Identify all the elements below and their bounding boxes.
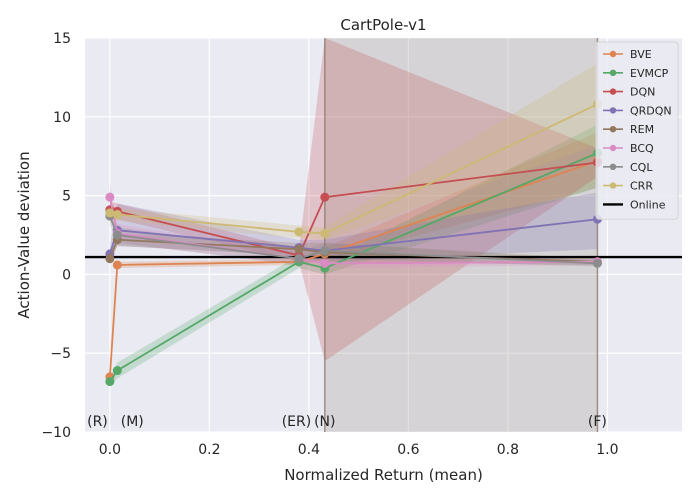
annotation-label: (F) — [588, 414, 607, 430]
data-point-bcq — [105, 192, 115, 202]
data-point-bve — [112, 260, 122, 270]
legend-marker — [609, 69, 617, 77]
data-point-cql — [112, 230, 122, 240]
chart-title: CartPole-v1 — [340, 16, 426, 34]
x-tick-label: 0.6 — [397, 442, 419, 458]
legend-label: DQN — [630, 86, 655, 99]
legend-label: BCQ — [630, 142, 654, 155]
y-axis-title: Action-Value deviation — [15, 151, 33, 318]
annotations: (R) (M) (ER) (N) (F) — [87, 414, 607, 430]
annotation-label: (ER) — [282, 414, 312, 430]
data-point-cql — [592, 258, 602, 268]
legend-marker — [609, 163, 617, 170]
x-tick-label: 0.4 — [298, 442, 320, 458]
data-point-crr — [112, 210, 122, 220]
x-tick-label: 1.0 — [596, 442, 618, 458]
data-point-rem — [294, 244, 304, 254]
plot-area — [85, 38, 682, 432]
legend-label: BVE — [630, 48, 652, 61]
legend-label: EVMCP — [630, 67, 669, 80]
series-lines — [105, 99, 602, 387]
data-point-crr — [105, 208, 115, 218]
data-point-bcq — [320, 258, 330, 268]
legend-marker — [609, 182, 617, 189]
y-tick-label: 15 — [53, 31, 71, 47]
y-tick-label: −5 — [50, 346, 71, 362]
x-axis-title: Normalized Return (mean) — [284, 466, 483, 484]
y-tick-label: −10 — [41, 425, 71, 441]
legend-marker — [609, 88, 617, 95]
y-tick-label: 5 — [62, 189, 71, 205]
legend-label: CRR — [630, 180, 653, 193]
legend-marker — [609, 50, 617, 58]
band-bve — [109, 132, 598, 384]
annotation-label: (M) — [121, 414, 144, 430]
data-point-cql — [320, 246, 330, 256]
x-tick-label: 0.8 — [497, 442, 519, 458]
band-dqn — [109, 38, 598, 362]
y-tick-label: 0 — [62, 267, 71, 283]
data-point-crr — [294, 227, 304, 237]
legend-box — [595, 41, 679, 220]
legend-marker — [609, 107, 617, 114]
legend-marker — [609, 144, 617, 152]
x-tick-label: 0.0 — [99, 442, 121, 458]
data-point-evmcp — [112, 366, 122, 376]
annotation-label: (N) — [314, 414, 335, 430]
band-bcq — [109, 182, 598, 269]
legend-label: QRDQN — [630, 104, 672, 117]
legend: BVE EVMCP DQN QRDQN REM BCQ CQL CRR Online — [595, 41, 679, 220]
data-point-evmcp — [105, 377, 115, 387]
data-point-dqn — [320, 192, 330, 202]
data-point-crr — [320, 228, 330, 238]
y-tick-label: 10 — [53, 110, 71, 126]
x-tick-label: 0.2 — [198, 442, 220, 458]
data-point-rem — [105, 254, 115, 264]
annotation-label: (R) — [87, 414, 108, 430]
tick-labels: 0.0 0.2 0.4 0.6 0.8 1.0 −10 −5 0 5 10 15 — [41, 31, 618, 458]
band-cql — [109, 208, 598, 267]
data-point-cql — [294, 254, 304, 264]
legend-label: REM — [630, 123, 654, 136]
legend-marker — [609, 126, 617, 133]
band-qrdqn — [109, 192, 598, 262]
legend-label: Online — [630, 198, 666, 211]
legend-label: CQL — [630, 161, 653, 174]
